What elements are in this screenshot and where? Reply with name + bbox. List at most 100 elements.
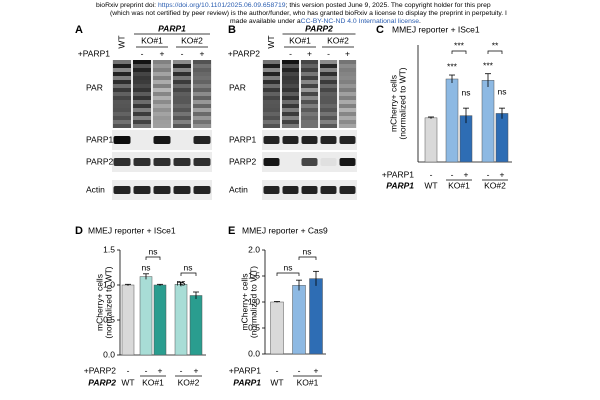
blot-smear <box>263 60 280 64</box>
header-line: made available under aCC-BY-NC-ND 4.0 In… <box>230 18 421 25</box>
blot-smear <box>301 92 318 96</box>
blot-smear <box>153 80 171 84</box>
row-label: PARP2 <box>86 156 114 166</box>
y-tick-label: 2.0 <box>248 244 260 254</box>
sign: + <box>345 48 350 58</box>
row-label: +PARP1 <box>229 365 261 375</box>
y-tick-label: 0.5 <box>103 314 115 324</box>
blot-smear <box>263 68 280 72</box>
blot-smear <box>339 72 356 76</box>
blot-smear <box>263 120 280 124</box>
blot-smear <box>173 60 191 64</box>
condition-sign: + <box>158 365 163 375</box>
annotation: ns <box>462 87 471 97</box>
blot-smear <box>282 88 299 92</box>
blot-smear <box>301 120 318 124</box>
blot-smear <box>320 116 337 120</box>
blot-smear <box>263 64 280 68</box>
blot-band <box>282 186 299 194</box>
blot-smear <box>153 84 171 88</box>
blot-smear <box>173 124 191 128</box>
panel-letter: E <box>228 225 235 237</box>
blot-smear <box>133 120 151 124</box>
annotation: *** <box>447 61 458 71</box>
blot-smear <box>263 84 280 88</box>
blot-band <box>113 186 131 194</box>
y-tick-label: 1.0 <box>103 279 115 289</box>
blot-band <box>153 186 171 194</box>
blot-smear <box>339 92 356 96</box>
blot-smear <box>339 64 356 68</box>
blot-smear <box>339 104 356 108</box>
blot-smear <box>133 72 151 76</box>
bar <box>270 301 284 355</box>
header-text: . <box>419 18 421 25</box>
annotation: ** <box>492 40 499 50</box>
blot-smear <box>282 112 299 116</box>
blot-smear <box>282 72 299 76</box>
row-label: PAR <box>86 82 103 92</box>
group-label: KO#1 <box>448 180 470 190</box>
blot-smear <box>301 72 318 76</box>
blot-smear <box>301 76 318 80</box>
bar <box>495 113 509 163</box>
blot-smear <box>113 88 131 92</box>
blot-band <box>263 158 280 166</box>
blot-smear <box>113 92 131 96</box>
doi-link[interactable]: https://doi.org/10.1101/2025.06.09.65871… <box>158 2 286 9</box>
blot-smear <box>173 88 191 92</box>
blot-smear <box>113 68 131 72</box>
blot-smear <box>173 80 191 84</box>
blot-smear <box>193 108 211 112</box>
blot-smear <box>263 124 280 128</box>
blot-smear <box>301 112 318 116</box>
group-label: KO#1 <box>142 377 164 387</box>
bar <box>153 284 167 356</box>
blot-smear <box>173 96 191 100</box>
annotation: ns <box>149 246 158 256</box>
header-text: made available under a <box>230 18 301 25</box>
bar <box>139 276 153 356</box>
blot-smear <box>320 80 337 84</box>
condition-sign: + <box>194 365 199 375</box>
blot-smear <box>193 116 211 120</box>
blot-smear <box>320 64 337 68</box>
blot-smear <box>282 76 299 80</box>
blot-smear <box>113 72 131 76</box>
blot-band <box>193 158 211 166</box>
blot-smear <box>301 116 318 120</box>
blot-smear <box>320 84 337 88</box>
row-label: PARP1 <box>86 134 114 144</box>
blot-smear <box>282 124 299 128</box>
group-label: KO#2 <box>178 377 200 387</box>
blot-smear <box>263 72 280 76</box>
ko-label: KO#2 <box>327 35 349 45</box>
blot-smear <box>113 108 131 112</box>
condition-sign: - <box>127 365 130 375</box>
blot-smear <box>282 116 299 120</box>
significance-bracket <box>276 272 300 276</box>
blot-band <box>339 158 356 166</box>
blot-smear <box>301 64 318 68</box>
blot-band <box>339 186 356 194</box>
license-link[interactable]: CC-BY-NC-ND 4.0 International license <box>301 18 420 25</box>
row-label: Actin <box>86 184 105 194</box>
chart-title: MMEJ reporter + Cas9 <box>242 225 328 235</box>
blot-smear <box>193 124 211 128</box>
blot-band <box>173 158 191 166</box>
blot-band <box>263 136 280 144</box>
blot-smear <box>153 124 171 128</box>
blot-band <box>263 186 280 194</box>
significance-bracket <box>298 256 317 260</box>
blot-smear <box>113 124 131 128</box>
significance-bracket <box>145 256 161 260</box>
blot-band <box>320 136 337 144</box>
blot-smear <box>263 100 280 104</box>
blot-smear <box>339 112 356 116</box>
blot-band <box>113 136 131 144</box>
blot-smear <box>282 64 299 68</box>
bar <box>121 284 135 356</box>
blot-smear <box>320 96 337 100</box>
blot-smear <box>263 104 280 108</box>
blot-smear <box>113 116 131 120</box>
